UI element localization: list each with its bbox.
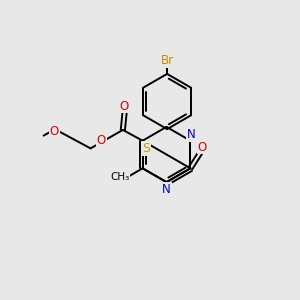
Text: O: O: [197, 140, 207, 154]
Text: N: N: [187, 128, 195, 141]
Text: O: O: [97, 134, 106, 147]
Text: O: O: [119, 100, 129, 112]
Text: N: N: [162, 183, 171, 196]
Text: Br: Br: [160, 54, 174, 67]
Text: S: S: [142, 142, 150, 155]
Text: O: O: [50, 125, 59, 138]
Text: CH₃: CH₃: [110, 172, 130, 182]
